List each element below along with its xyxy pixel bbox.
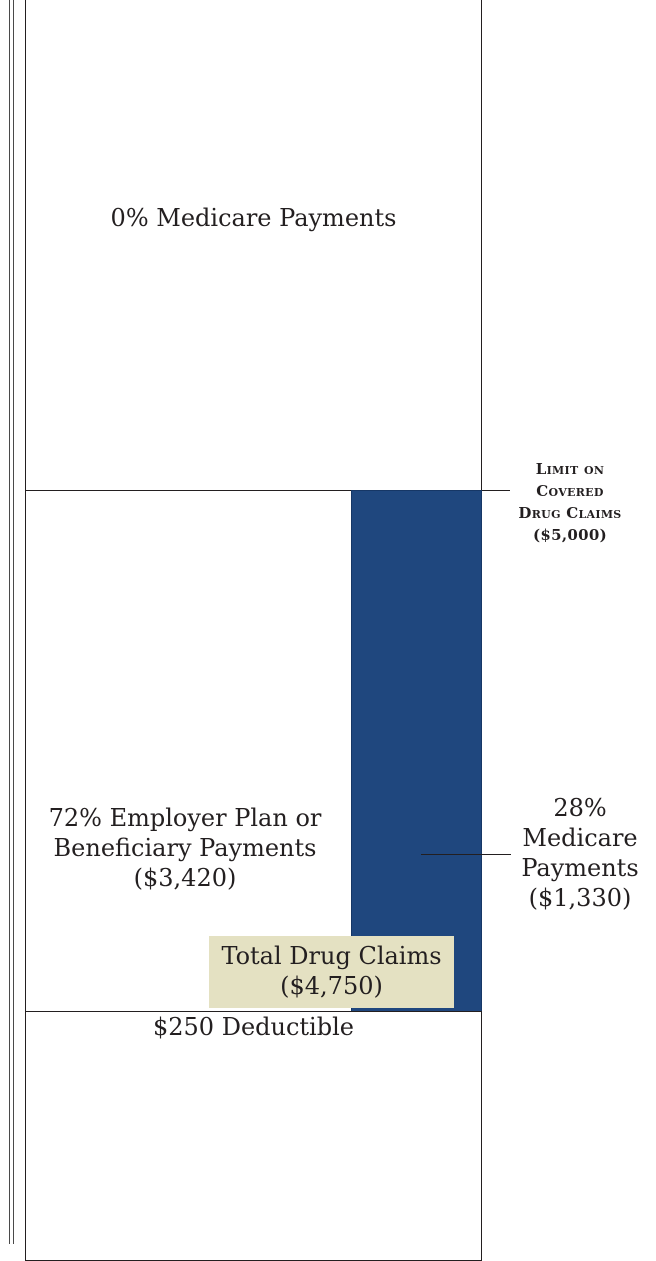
limit-amount: ($5,000) — [532, 526, 607, 544]
left-margin-rule — [13, 0, 14, 1244]
limit-line-2: Covered — [536, 482, 604, 500]
medicare-amount: ($1,330) — [528, 884, 632, 912]
employer-amount: ($3,420) — [133, 864, 237, 892]
medicare-leader-line — [421, 854, 511, 855]
total-claims-amount: ($4,750) — [280, 972, 383, 1000]
above-limit-region — [25, 0, 482, 491]
total-drug-claims-box: Total Drug Claims ($4,750) — [209, 936, 454, 1008]
employer-line-2: Beneficiary Payments — [53, 834, 317, 862]
limit-label: Limit on Covered Drug Claims ($5,000) — [495, 458, 645, 546]
limit-tick-line — [482, 490, 510, 491]
deductible-label: $250 Deductible — [153, 1013, 354, 1041]
employer-payments-label: 72% Employer Plan or Beneficiary Payment… — [25, 803, 345, 893]
medicare-line-2: Medicare — [522, 824, 638, 852]
medicare-line-3: Payments — [521, 854, 639, 882]
deductible-region — [25, 1011, 482, 1261]
limit-line-1: Limit on — [535, 460, 605, 478]
left-margin-rule — [9, 0, 10, 1244]
medicare-payments-bar — [351, 490, 482, 1012]
medicare-percent: 28% — [553, 794, 607, 822]
employer-line-1: 72% Employer Plan or — [48, 804, 322, 832]
above-limit-label: 0% Medicare Payments — [110, 204, 397, 232]
limit-line-3: Drug Claims — [518, 504, 622, 522]
total-claims-label: Total Drug Claims — [221, 942, 442, 970]
medicare-payments-label: 28% Medicare Payments ($1,330) — [510, 793, 650, 913]
